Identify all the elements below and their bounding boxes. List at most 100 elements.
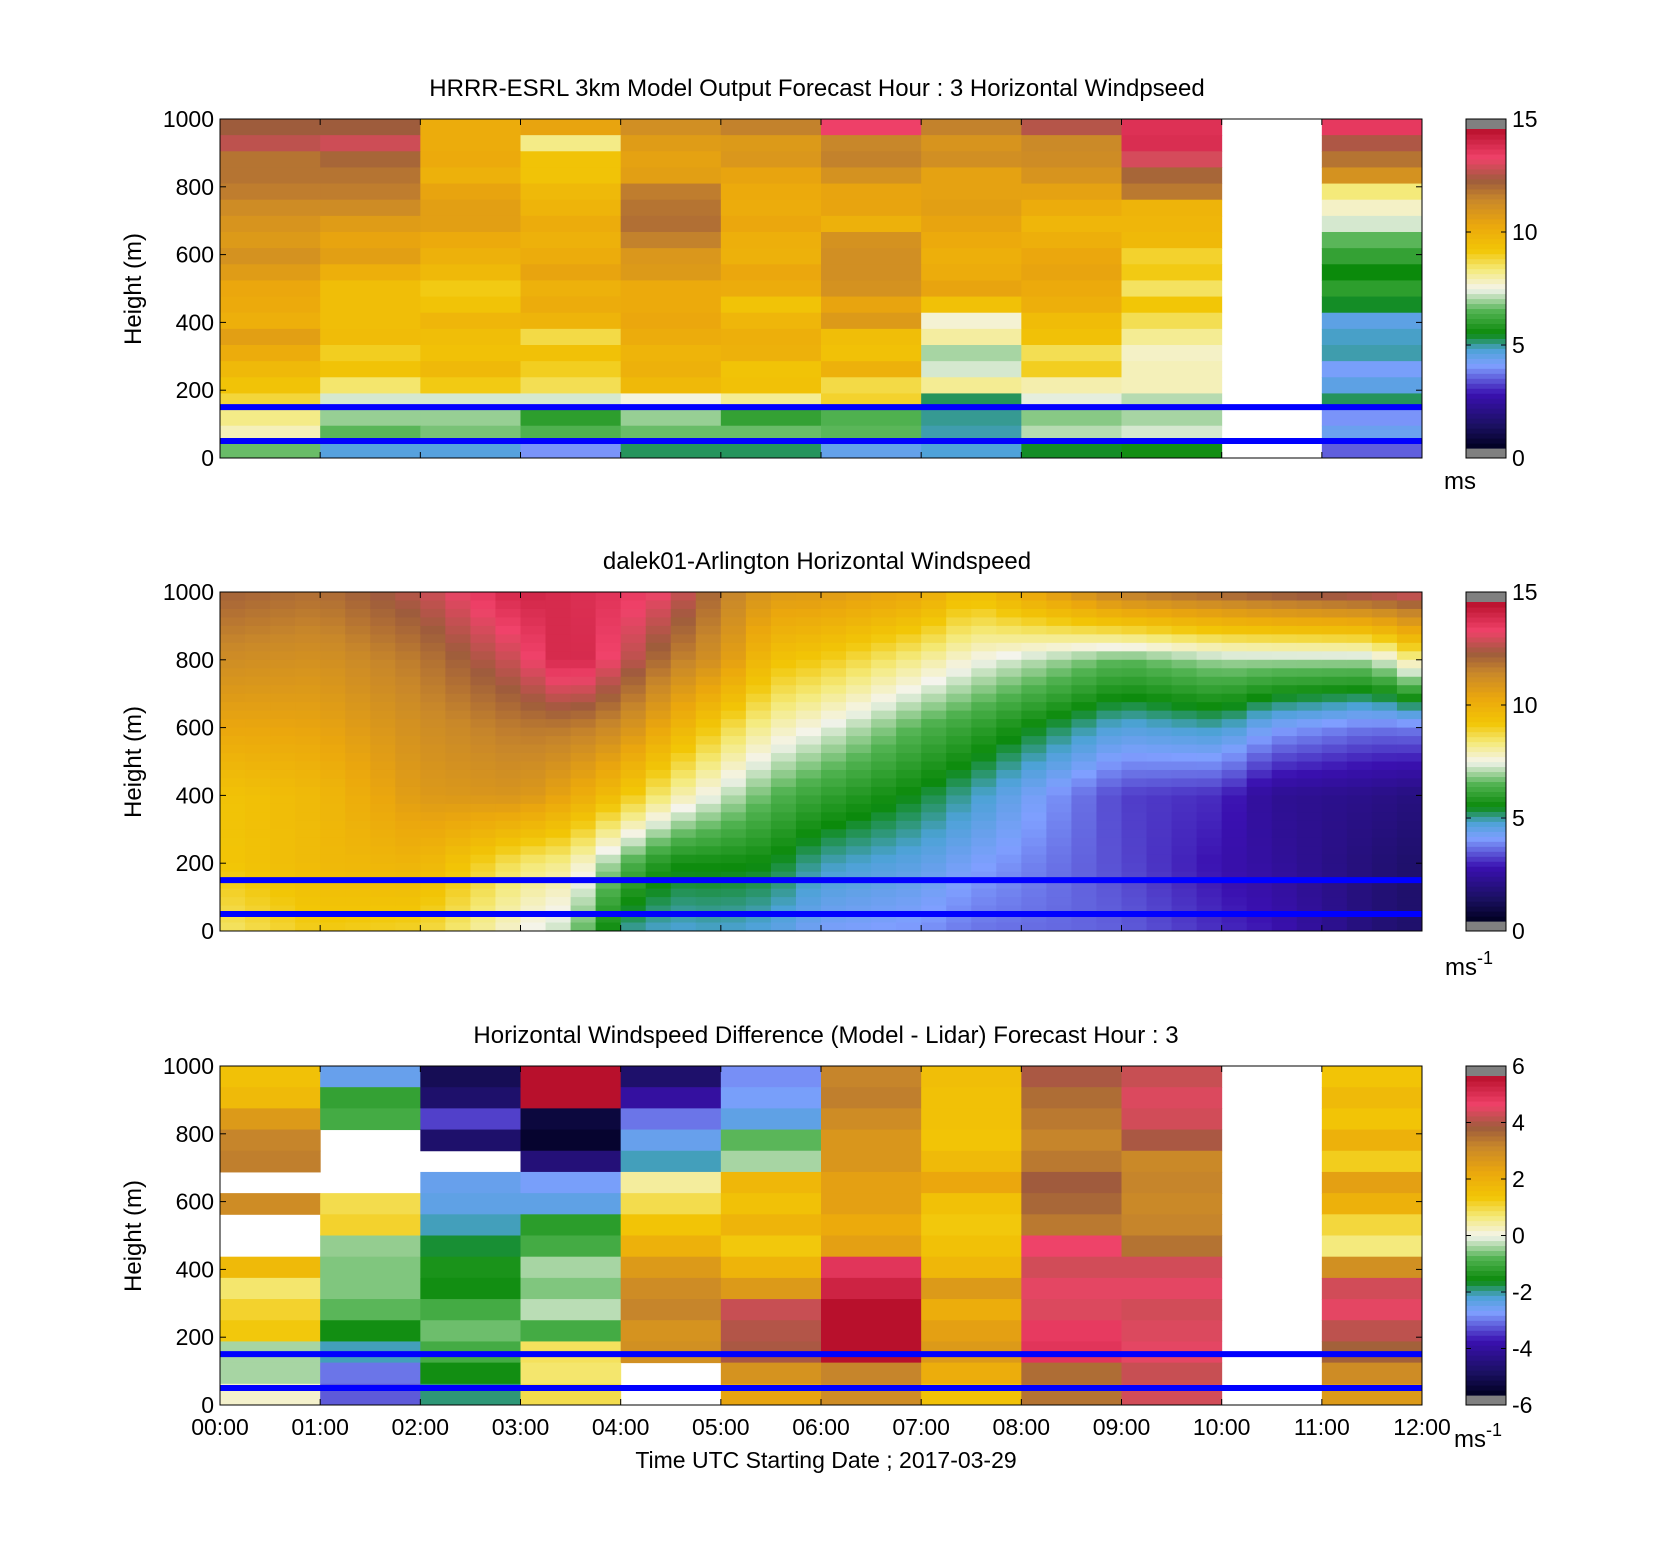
heatmap-cell — [445, 837, 471, 847]
heatmap-cell — [1096, 668, 1122, 678]
heatmap-cell — [295, 778, 321, 788]
heatmap-cell — [570, 914, 597, 924]
heatmap-cell — [720, 1214, 822, 1236]
colorbar-segment — [1466, 338, 1506, 344]
colorbar-segment — [1466, 168, 1506, 175]
heatmap-cell — [520, 905, 547, 915]
heatmap-cell — [1096, 820, 1122, 830]
heatmap-cell — [520, 854, 547, 864]
heatmap-cell — [921, 1108, 1022, 1131]
colorbar-tick-label: 0 — [1512, 445, 1525, 471]
heatmap-cell — [645, 600, 672, 610]
heatmap-cell — [1296, 608, 1323, 618]
heatmap-cell — [520, 642, 547, 652]
heatmap-cell — [670, 659, 697, 669]
heatmap-cell — [1096, 803, 1122, 813]
colorbar-segment — [1466, 1260, 1506, 1267]
heatmap-cell — [620, 829, 647, 839]
heatmap-cell — [545, 846, 572, 856]
heatmap-cell — [620, 761, 647, 771]
heatmap-cell — [345, 600, 371, 610]
heatmap-cell — [921, 854, 947, 864]
heatmap-cell — [946, 617, 972, 627]
heatmap-cell — [670, 786, 697, 796]
heatmap-cell — [1146, 905, 1173, 915]
heatmap-cell — [495, 863, 521, 873]
heatmap-cell — [495, 846, 521, 856]
heatmap-cell — [1021, 651, 1047, 661]
heatmap-cell — [1396, 668, 1423, 678]
heatmap-cell — [821, 676, 847, 686]
colorbar-tick-label: 5 — [1512, 332, 1525, 358]
heatmap-cell — [1321, 905, 1348, 915]
heatmap-cell — [670, 914, 697, 924]
heatmap-cell — [320, 264, 421, 281]
heatmap-cell — [620, 441, 722, 459]
heatmap-cell — [821, 863, 847, 873]
heatmap-cell — [695, 888, 722, 898]
heatmap-cell — [971, 778, 997, 788]
heatmap-cell — [795, 634, 822, 644]
heatmap-cell — [996, 837, 1022, 847]
heatmap-cell — [871, 753, 897, 762]
heatmap-cell — [720, 888, 747, 898]
heatmap-cell — [846, 863, 872, 873]
heatmap-cell — [270, 905, 296, 915]
heatmap-cell — [871, 897, 897, 907]
heatmap-cell — [1046, 710, 1072, 720]
heatmap-cell — [620, 727, 647, 737]
heatmap-cell — [1271, 634, 1298, 644]
heatmap-cell — [270, 863, 296, 873]
heatmap-cell — [370, 685, 396, 695]
heatmap-cell — [245, 922, 271, 932]
heatmap-cell — [921, 905, 947, 915]
heatmap-cell — [896, 769, 922, 779]
heatmap-cell — [1321, 719, 1348, 729]
colorbar-segment — [1466, 383, 1506, 389]
heatmap-cell — [996, 592, 1022, 601]
y-tick-label: 600 — [176, 715, 214, 741]
colorbar-segment — [1466, 916, 1506, 922]
heatmap-cell — [595, 736, 622, 746]
heatmap-cell — [695, 634, 722, 644]
heatmap-cell — [1146, 719, 1173, 729]
heatmap-cell — [1321, 1256, 1423, 1279]
heatmap-cell — [946, 761, 972, 771]
heatmap-cell — [295, 871, 321, 881]
heatmap-cell — [896, 803, 922, 813]
heatmap-cell — [996, 880, 1022, 890]
heatmap-cell — [720, 651, 747, 661]
heatmap-cell — [921, 592, 947, 601]
heatmap-cell — [720, 1235, 822, 1258]
heatmap-cell — [520, 1087, 622, 1109]
heatmap-cell — [245, 761, 271, 771]
heatmap-cell — [520, 1193, 622, 1215]
heatmap-cell — [921, 1320, 1022, 1342]
heatmap-cell — [645, 786, 672, 796]
heatmap-cell — [1146, 685, 1173, 695]
heatmap-cell — [395, 693, 421, 703]
heatmap-cell — [645, 769, 672, 779]
heatmap-cell — [896, 888, 922, 898]
heatmap-cell — [1371, 753, 1398, 762]
heatmap-cell — [1396, 854, 1423, 864]
heatmap-cell — [1396, 702, 1423, 712]
heatmap-cell — [620, 625, 647, 635]
heatmap-cell — [1096, 888, 1122, 898]
heatmap-cell — [1121, 803, 1148, 813]
heatmap-cell — [545, 863, 572, 873]
heatmap-cell — [745, 710, 772, 720]
heatmap-cell — [1321, 608, 1348, 618]
heatmap-cell — [1196, 702, 1223, 712]
heatmap-cell — [370, 846, 396, 856]
heatmap-cell — [245, 820, 271, 830]
heatmap-cell — [1296, 659, 1323, 669]
colorbar-segment — [1466, 308, 1506, 315]
heatmap-cell — [921, 167, 1022, 185]
heatmap-cell — [871, 820, 897, 830]
heatmap-cell — [1021, 1214, 1122, 1236]
heatmap-cell — [620, 280, 722, 298]
heatmap-cell — [921, 1214, 1022, 1236]
heatmap-cell — [921, 778, 947, 788]
colorbar-segment — [1466, 348, 1506, 354]
